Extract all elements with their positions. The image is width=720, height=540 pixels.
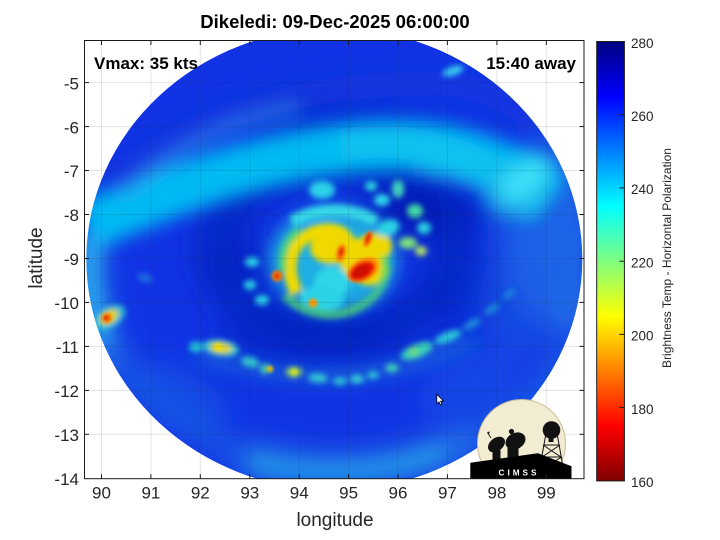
svg-text:CIMSS: CIMSS — [499, 469, 540, 478]
svg-text:longitude: longitude — [296, 510, 373, 531]
svg-text:-6: -6 — [64, 118, 79, 137]
svg-text:Brightness Temp - Horizontal P: Brightness Temp - Horizontal Polarizatio… — [660, 148, 674, 368]
svg-text:220: 220 — [631, 255, 654, 270]
svg-text:99: 99 — [537, 484, 556, 503]
svg-text:-5: -5 — [64, 74, 79, 93]
svg-text:92: 92 — [191, 484, 210, 503]
svg-text:280: 280 — [631, 36, 654, 51]
svg-text:200: 200 — [631, 329, 654, 344]
svg-text:-9: -9 — [64, 250, 79, 269]
svg-text:-8: -8 — [64, 206, 79, 225]
svg-text:latitude: latitude — [26, 227, 47, 288]
svg-text:-13: -13 — [54, 426, 79, 445]
svg-text:260: 260 — [631, 109, 654, 124]
svg-text:160: 160 — [631, 475, 654, 490]
svg-text:Vmax: 35 kts: Vmax: 35 kts — [94, 54, 198, 73]
svg-text:180: 180 — [631, 402, 654, 417]
svg-text:93: 93 — [240, 484, 259, 503]
svg-text:97: 97 — [438, 484, 457, 503]
svg-text:98: 98 — [487, 484, 506, 503]
svg-text:-11: -11 — [56, 338, 79, 357]
svg-text:91: 91 — [141, 484, 160, 503]
svg-text:95: 95 — [339, 484, 358, 503]
svg-text:96: 96 — [389, 484, 408, 503]
svg-text:15:40 away: 15:40 away — [486, 54, 576, 73]
svg-text:-7: -7 — [64, 162, 79, 181]
svg-text:-10: -10 — [54, 294, 79, 313]
svg-text:240: 240 — [631, 182, 654, 197]
svg-text:90: 90 — [92, 484, 111, 503]
svg-text:-12: -12 — [54, 382, 79, 401]
svg-text:-14: -14 — [54, 470, 79, 489]
svg-text:Dikeledi: 09-Dec-2025 06:00:00: Dikeledi: 09-Dec-2025 06:00:00 — [200, 11, 469, 32]
svg-text:94: 94 — [290, 484, 309, 503]
